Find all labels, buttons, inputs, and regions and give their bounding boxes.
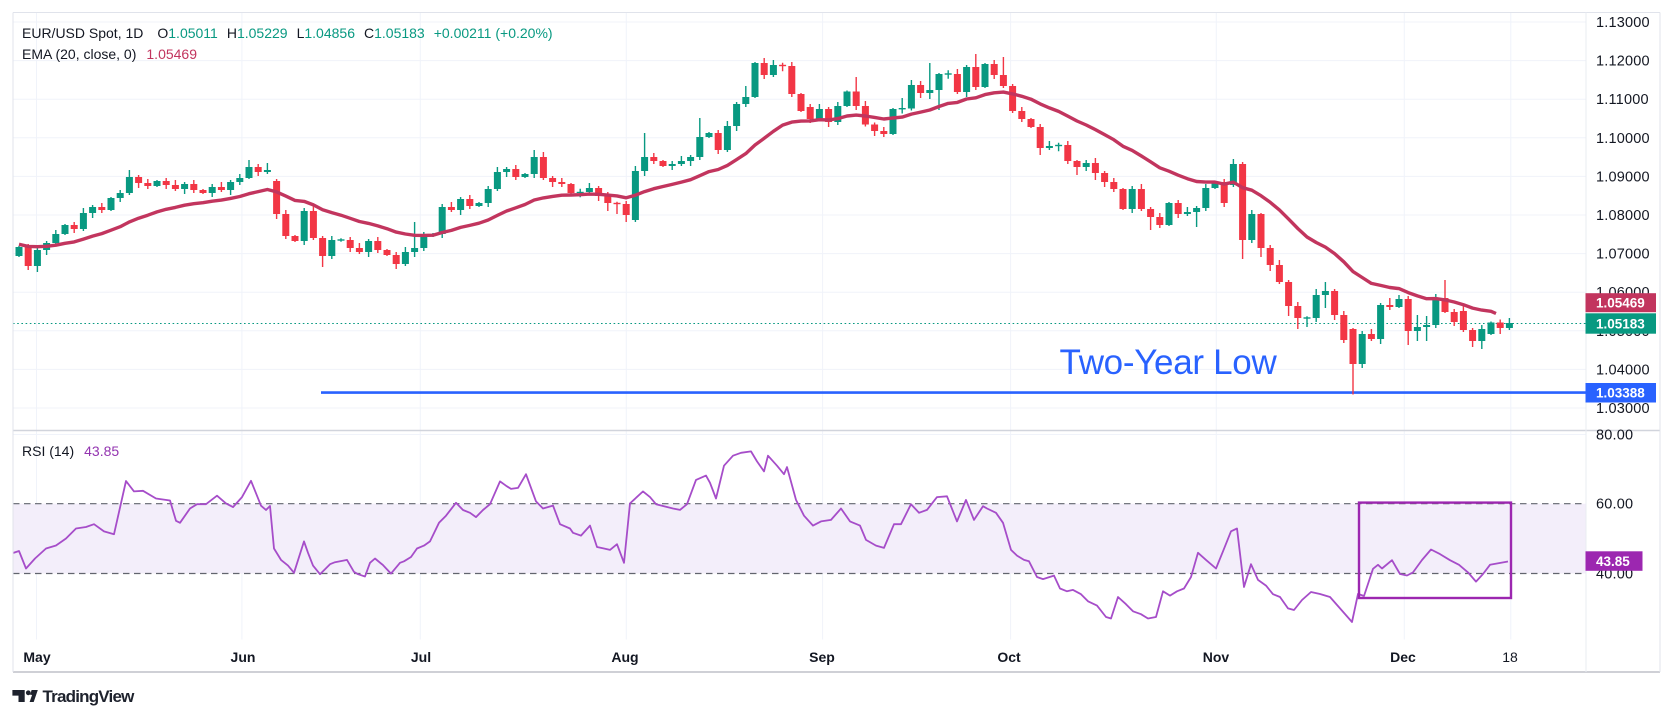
svg-text:Oct: Oct bbox=[997, 649, 1021, 665]
svg-text:1.12000: 1.12000 bbox=[1596, 54, 1650, 70]
svg-text:Jul: Jul bbox=[411, 649, 431, 665]
svg-text:1.11000: 1.11000 bbox=[1596, 92, 1649, 108]
svg-text:Dec: Dec bbox=[1390, 649, 1416, 665]
svg-text:Nov: Nov bbox=[1203, 649, 1230, 665]
svg-text:1.09000: 1.09000 bbox=[1596, 169, 1650, 185]
svg-text:TradingView: TradingView bbox=[43, 687, 136, 706]
svg-text:80.00: 80.00 bbox=[1596, 428, 1633, 444]
svg-text:Two-Year Low: Two-Year Low bbox=[1060, 343, 1278, 382]
svg-text:May: May bbox=[23, 649, 50, 665]
svg-text:18: 18 bbox=[1502, 649, 1518, 665]
svg-text:1.13000: 1.13000 bbox=[1596, 15, 1650, 31]
svg-text:1.03388: 1.03388 bbox=[1596, 386, 1645, 401]
svg-text:1.08000: 1.08000 bbox=[1596, 208, 1650, 224]
svg-text:1.07000: 1.07000 bbox=[1596, 247, 1650, 263]
svg-text:60.00: 60.00 bbox=[1596, 497, 1633, 513]
svg-text:Aug: Aug bbox=[611, 649, 638, 665]
svg-text:Jun: Jun bbox=[231, 649, 256, 665]
svg-text:1.05469: 1.05469 bbox=[1596, 296, 1645, 311]
svg-text:RSI (14)43.85: RSI (14) 43.85 bbox=[22, 443, 119, 459]
svg-text:1.05183: 1.05183 bbox=[1596, 316, 1645, 331]
svg-text:1.04000: 1.04000 bbox=[1596, 362, 1650, 378]
svg-text:Sep: Sep bbox=[809, 649, 835, 665]
svg-text:EMA (20, close, 0)1.05469: EMA (20, close, 0) 1.05469 bbox=[22, 46, 197, 62]
svg-text:1.03000: 1.03000 bbox=[1596, 401, 1650, 417]
svg-text:1.10000: 1.10000 bbox=[1596, 131, 1650, 147]
svg-text:43.85: 43.85 bbox=[1596, 554, 1630, 569]
